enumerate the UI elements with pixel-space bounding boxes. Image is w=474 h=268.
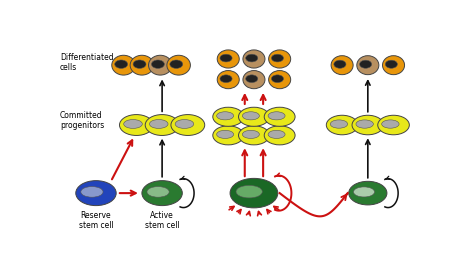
Ellipse shape xyxy=(115,60,128,68)
Ellipse shape xyxy=(264,126,295,145)
Ellipse shape xyxy=(130,55,154,75)
Ellipse shape xyxy=(246,54,258,62)
Ellipse shape xyxy=(124,120,142,128)
Ellipse shape xyxy=(243,50,265,68)
Ellipse shape xyxy=(142,181,182,206)
Ellipse shape xyxy=(352,115,383,135)
Ellipse shape xyxy=(147,187,169,197)
Ellipse shape xyxy=(326,115,358,135)
Ellipse shape xyxy=(238,107,269,126)
Ellipse shape xyxy=(170,60,183,68)
Ellipse shape xyxy=(171,115,205,135)
Text: Reserve
stem cell: Reserve stem cell xyxy=(79,211,113,230)
Ellipse shape xyxy=(357,56,379,75)
Ellipse shape xyxy=(385,60,397,68)
Ellipse shape xyxy=(242,112,259,120)
Ellipse shape xyxy=(149,120,168,128)
Ellipse shape xyxy=(217,70,239,89)
Ellipse shape xyxy=(349,181,387,205)
Ellipse shape xyxy=(360,60,372,68)
Ellipse shape xyxy=(152,60,164,68)
Ellipse shape xyxy=(383,56,405,75)
Ellipse shape xyxy=(230,178,278,208)
Ellipse shape xyxy=(217,50,239,68)
Ellipse shape xyxy=(145,115,179,135)
Ellipse shape xyxy=(242,130,259,139)
Ellipse shape xyxy=(175,120,194,128)
Ellipse shape xyxy=(148,55,172,75)
Ellipse shape xyxy=(76,181,116,206)
Ellipse shape xyxy=(272,75,283,83)
Ellipse shape xyxy=(119,115,153,135)
Ellipse shape xyxy=(331,56,353,75)
Ellipse shape xyxy=(220,54,232,62)
Ellipse shape xyxy=(246,75,258,83)
Ellipse shape xyxy=(356,120,374,128)
Ellipse shape xyxy=(217,112,234,120)
Ellipse shape xyxy=(269,50,291,68)
Ellipse shape xyxy=(243,70,265,89)
Ellipse shape xyxy=(213,107,244,126)
Ellipse shape xyxy=(238,126,269,145)
Text: Active
stem cell: Active stem cell xyxy=(145,211,180,230)
Ellipse shape xyxy=(217,130,234,139)
Ellipse shape xyxy=(167,55,191,75)
Ellipse shape xyxy=(334,60,346,68)
Ellipse shape xyxy=(268,130,285,139)
Ellipse shape xyxy=(272,54,283,62)
Text: Committed
progenitors: Committed progenitors xyxy=(60,111,104,130)
Ellipse shape xyxy=(220,75,232,83)
Text: Differentiated
cells: Differentiated cells xyxy=(60,53,114,72)
Ellipse shape xyxy=(269,70,291,89)
Ellipse shape xyxy=(268,112,285,120)
Ellipse shape xyxy=(382,120,399,128)
Ellipse shape xyxy=(81,187,103,197)
Ellipse shape xyxy=(112,55,135,75)
Ellipse shape xyxy=(354,187,374,197)
Ellipse shape xyxy=(236,185,262,198)
Ellipse shape xyxy=(330,120,347,128)
Ellipse shape xyxy=(264,107,295,126)
Ellipse shape xyxy=(378,115,410,135)
Ellipse shape xyxy=(133,60,146,68)
Ellipse shape xyxy=(213,126,244,145)
